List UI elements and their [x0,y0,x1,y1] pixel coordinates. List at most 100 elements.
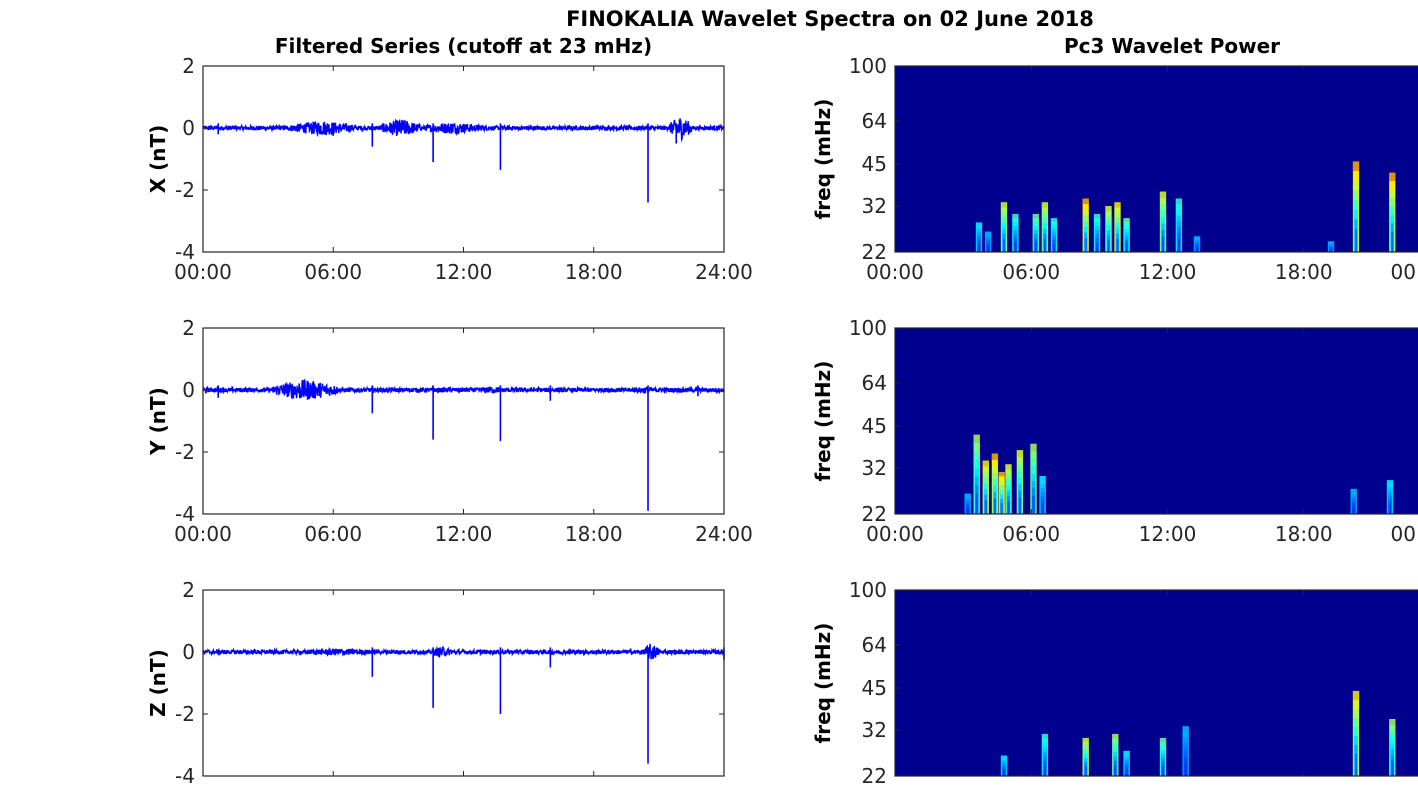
wavelet-power-z-panel: 100 64 45 32 22 freq (mHz) [811,578,1418,788]
series-line [202,379,725,400]
power-burst [1084,238,1087,252]
power-burst [984,500,987,514]
filtered-series-x-panel: 2 0 -2 -400:00 06:00 12:00 18:00 24:00 X (nT) Fil… [146,34,753,284]
y-axis-label: freq (mHz) [811,361,835,482]
axes-box [894,589,1418,777]
power-burst [1354,228,1358,252]
x-tick-label: 24:00 [695,260,753,284]
power-burst [1161,766,1165,776]
power-burst [1000,503,1003,514]
power-burst [1161,236,1165,252]
y-tick-label: 45 [862,676,887,700]
x-tick-label: 00 [1391,522,1416,546]
y-axis-label: freq (mHz) [811,99,835,220]
y-tick-label: 45 [862,152,887,176]
power-burst [1329,249,1333,252]
power-burst [1032,496,1035,514]
power-burst [1043,765,1046,776]
y-tick-label: 32 [862,456,887,480]
panel-title: Pc3 Wavelet Power [1064,34,1280,58]
y-tick-label: 100 [849,54,887,78]
power-burst [1391,761,1394,776]
y-tick-label: 100 [849,316,887,340]
spectrum-marks [975,161,1396,252]
y-tick-label: 64 [862,371,887,395]
power-burst [977,244,981,252]
y-tick-label: -4 [175,764,195,788]
y-axis-label: Z (nT) [146,649,170,717]
y-tick-label: -2 [175,178,195,202]
figure-title: FINOKALIA Wavelet Spectra on 02 June 201… [566,7,1094,31]
x-tick-label: 06:00 [1002,522,1060,546]
x-tick-label: 18:00 [1275,260,1333,284]
power-burst [1052,243,1056,252]
power-burst [1014,242,1017,252]
x-tick-label: 18:00 [1275,522,1333,546]
y-tick-label: 64 [862,109,887,133]
y-tick-label: 22 [862,764,887,788]
power-burst [1007,501,1010,514]
spectrum-background [895,590,1418,776]
power-burst [1354,754,1358,776]
series-line [202,118,725,143]
power-burst [993,498,996,514]
y-tick-label: 22 [862,502,887,526]
y-tick-label: 22 [862,240,887,264]
filtered-series-y-panel: 2 0 -2 -400:00 06:00 12:00 18:00 24:00 Y (nT) [146,316,753,546]
x-tick-label: 12:00 [1139,260,1197,284]
power-burst [1002,239,1006,252]
power-burst [1034,242,1037,252]
y-tick-label: 2 [182,578,195,602]
power-burst [1125,243,1128,252]
y-tick-label: 0 [182,640,195,664]
power-burst [1096,242,1099,252]
x-tick-label: 06:00 [304,260,362,284]
panel-title: Filtered Series (cutoff at 23 mHz) [275,34,652,58]
x-tick-label: 12:00 [1139,522,1197,546]
power-burst [1002,770,1006,776]
y-tick-label: -2 [175,440,195,464]
panels-group: 20-2-400:00 06:00 12:00 18:00 24:00X (nT)Fil… [146,34,1418,788]
y-axis-label: Y (nT) [146,387,170,456]
plot-area [203,328,724,514]
power-burst [1041,504,1044,514]
power-burst [1391,231,1394,252]
power-burst [1125,769,1128,776]
power-burst [1195,248,1199,252]
filtered-series-z-panel: 2 0 -2 -4 Z (nT) [146,578,725,788]
plot-area [203,590,724,776]
y-tick-label: 45 [862,414,887,438]
power-burst [1114,765,1117,776]
y-tick-label: -4 [175,240,195,264]
y-tick-label: 100 [849,578,887,602]
y-tick-label: 32 [862,194,887,218]
x-tick-label: 18:00 [565,522,623,546]
x-tick-label: 12:00 [435,522,493,546]
x-tick-label: 00:00 [174,522,232,546]
axes-box [894,327,1418,515]
y-tick-label: 32 [862,718,887,742]
power-burst [1116,239,1119,252]
x-tick-label: 00:00 [866,522,924,546]
x-tick-label: 00:00 [174,260,232,284]
y-tick-label: 2 [182,54,195,78]
power-burst [975,493,978,514]
axes-box [202,327,725,515]
spectrum-background [895,66,1418,252]
spectrum-marks [1000,690,1396,776]
y-tick-label: 64 [862,633,887,657]
y-axis-label: X (nT) [146,125,170,194]
y-tick-label: -2 [175,702,195,726]
series-line [202,643,725,660]
power-burst [1177,238,1180,252]
power-burst [1388,505,1392,514]
plot-area [203,66,724,252]
y-tick-label: 0 [182,116,195,140]
power-burst [1018,497,1021,514]
power-burst [987,246,990,252]
power-burst [1084,766,1087,776]
x-tick-label: 24:00 [695,522,753,546]
axes-box [202,65,725,253]
